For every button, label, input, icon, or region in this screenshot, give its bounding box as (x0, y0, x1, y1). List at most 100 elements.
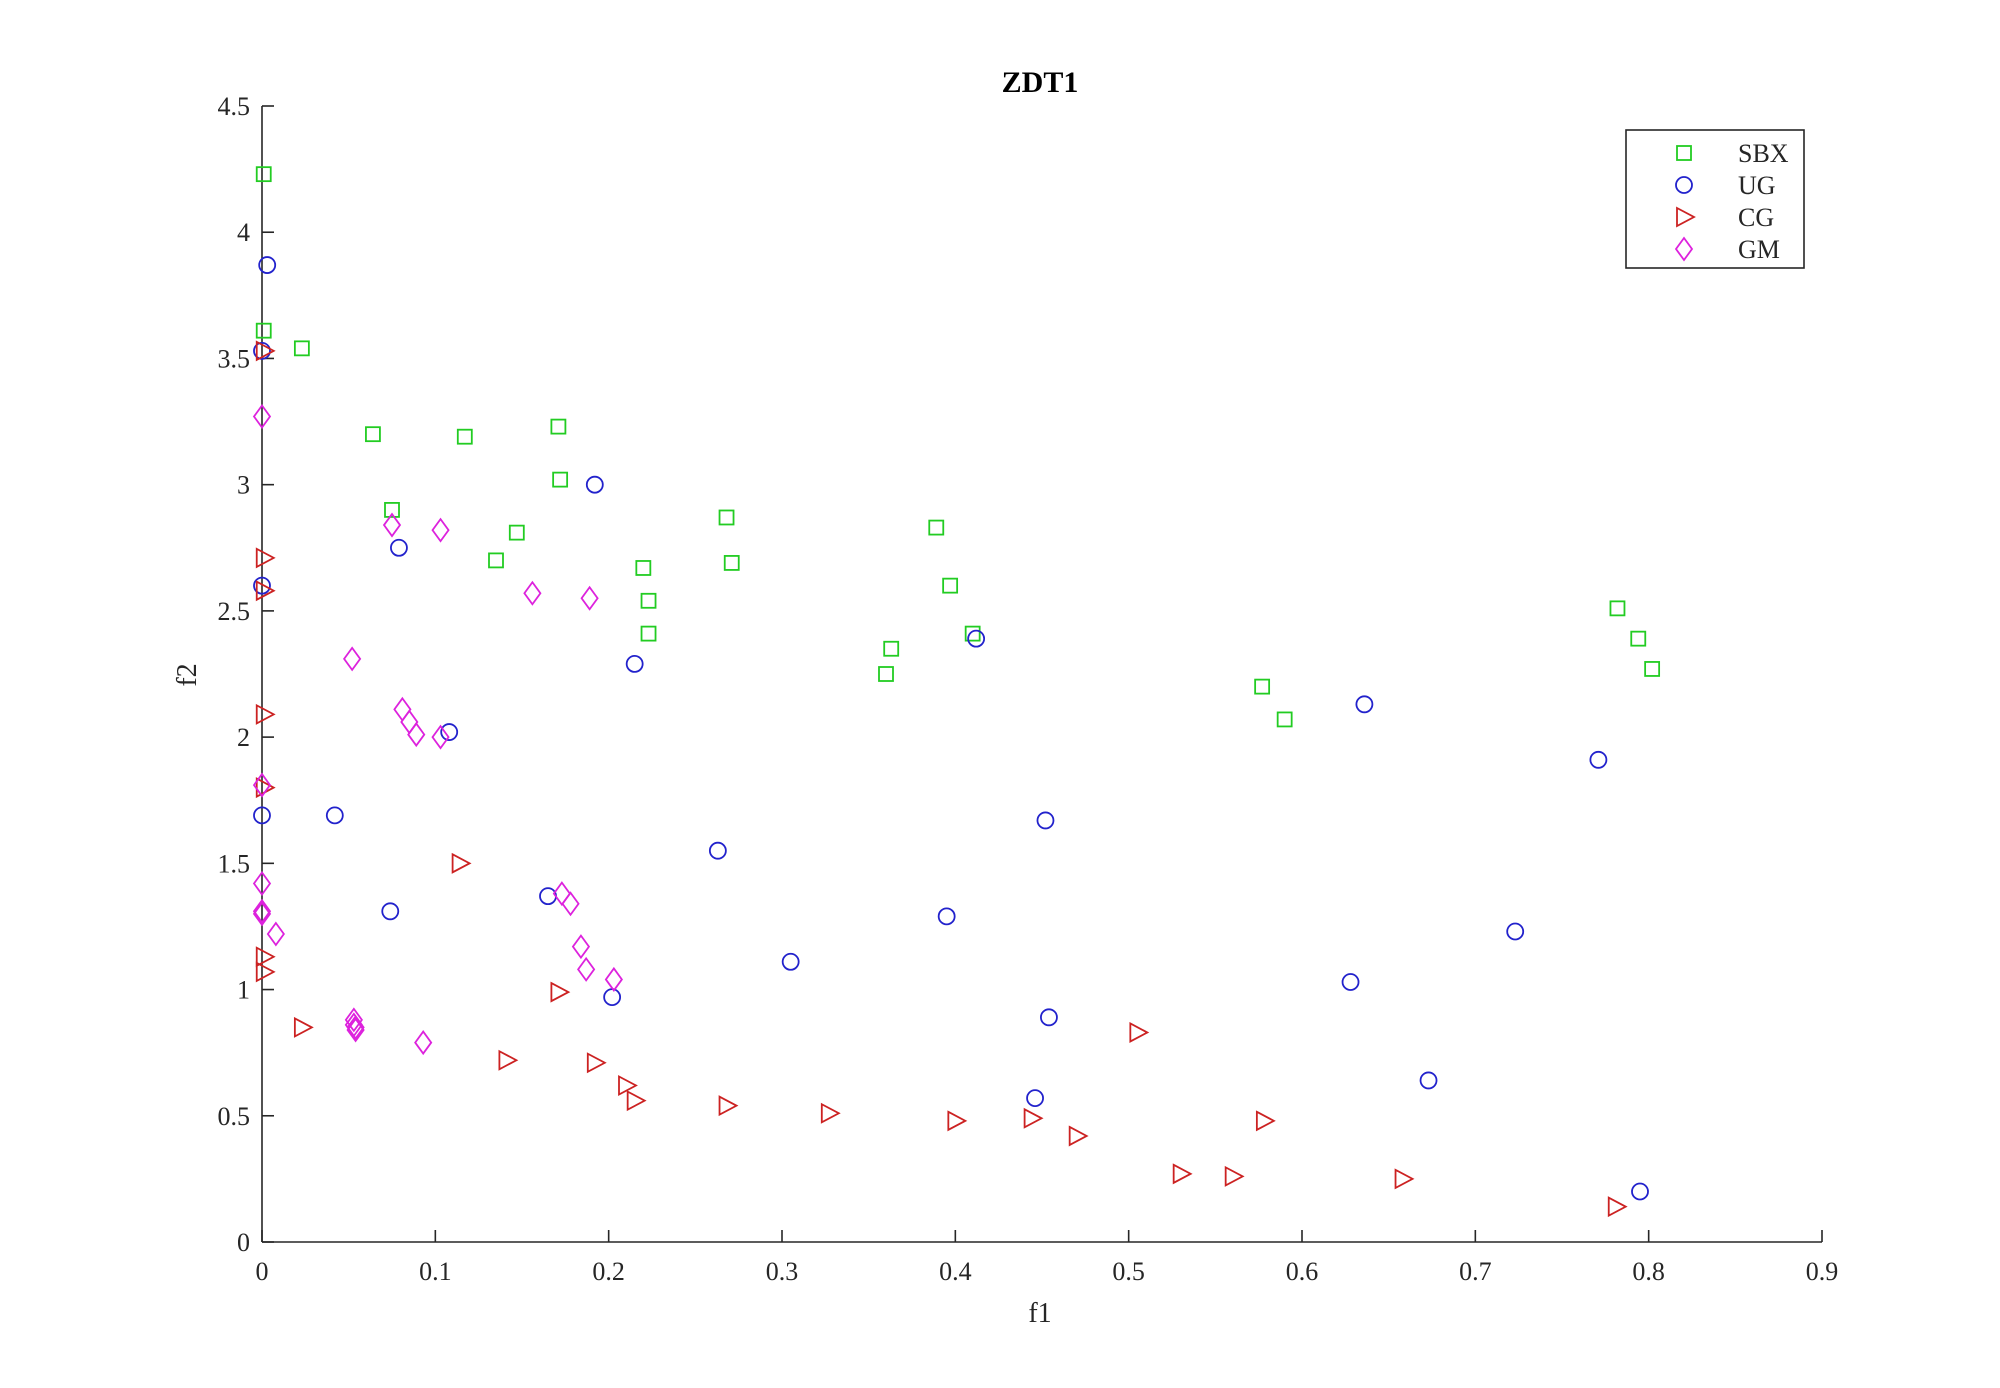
data-point-sbx (723, 555, 740, 571)
series-cg (255, 340, 1628, 1218)
data-point-cg (1129, 1021, 1150, 1043)
data-point-ug (1341, 973, 1360, 991)
data-point-sbx (640, 592, 657, 609)
data-point-ug (253, 806, 271, 825)
y-tick-label: 2 (237, 723, 250, 752)
x-tick-label: 0 (256, 1257, 269, 1286)
data-point-cg (718, 1095, 739, 1117)
data-point-gm (577, 956, 596, 982)
data-point-gm (431, 724, 450, 750)
data-point-ug (708, 841, 727, 860)
data-point-cg (820, 1102, 841, 1124)
y-tick-label: 1.5 (218, 849, 251, 878)
data-point-sbx (508, 524, 525, 541)
x-axis-label: f1 (1028, 1298, 1051, 1329)
data-point-cg (626, 1090, 647, 1112)
data-point-sbx (928, 519, 945, 536)
y-tick-label: 3 (237, 471, 250, 500)
data-point-cg (1224, 1165, 1245, 1187)
data-point-ug (603, 988, 622, 1007)
data-point-sbx (488, 552, 504, 569)
data-point-gm (431, 517, 450, 543)
data-point-gm (604, 966, 623, 992)
data-point-gm (393, 696, 412, 722)
x-tick-label: 0.3 (766, 1257, 799, 1286)
legend-marker-ug (1675, 176, 1693, 194)
y-tick-label: 0.5 (218, 1102, 251, 1131)
data-point-gm (266, 921, 285, 947)
data-point-gm (407, 722, 426, 748)
x-tick-label: 0.9 (1806, 1257, 1839, 1286)
data-point-ug (539, 887, 557, 906)
data-point-gm (382, 512, 402, 538)
data-point-sbx (552, 471, 569, 488)
axes: 0 0.1 0.2 0.3 0.4 0.5 0.6 0.7 0.8 0.9 0 0.5 1 1.5 2 2.5… (218, 92, 1839, 1286)
data-point-ug (967, 629, 986, 648)
x-tick-label: 0.7 (1459, 1257, 1492, 1286)
data-point-gm (252, 901, 272, 927)
data-point-ug (585, 475, 604, 494)
data-point-sbx (255, 322, 272, 339)
data-point-gm (346, 1014, 365, 1040)
data-point-gm (552, 881, 571, 907)
data-point-sbx (384, 502, 400, 518)
data-point-cg (255, 547, 276, 569)
data-point-gm (252, 403, 272, 430)
x-tick-label: 0.1 (419, 1257, 452, 1286)
data-point-cg (255, 580, 276, 602)
data-point-gm (414, 1030, 433, 1056)
data-point-ug (1589, 750, 1608, 769)
y-tick-label: 4 (237, 218, 250, 247)
data-point-cg (618, 1074, 638, 1096)
legend-marker-sbx (1676, 145, 1692, 161)
data-point-gm (343, 646, 362, 672)
data-point-ug (1026, 1089, 1044, 1108)
y-axis-label: f2 (172, 663, 203, 686)
series-ug (253, 256, 1649, 1201)
x-tick-label: 0.6 (1286, 1257, 1319, 1286)
data-point-ug (381, 902, 400, 921)
data-point-ug (1036, 811, 1055, 830)
data-point-cg (255, 946, 276, 968)
data-point-ug (325, 806, 344, 825)
y-tick-label: 0 (237, 1228, 250, 1257)
legend-marker-cg (1676, 206, 1696, 228)
data-point-sbx (964, 625, 981, 642)
data-point-ug (253, 576, 271, 595)
y-tick-label: 3.5 (218, 344, 251, 373)
data-point-cg (255, 961, 276, 983)
x-tick-label: 0.2 (592, 1257, 625, 1286)
data-point-sbx (1254, 678, 1271, 695)
data-point-cg (451, 852, 472, 874)
data-point-ug (253, 341, 271, 360)
legend-marker-gm (1674, 236, 1694, 262)
data-point-cg (550, 981, 571, 1003)
data-point-sbx (1644, 661, 1661, 677)
data-point-sbx (1630, 630, 1647, 647)
series-gm (252, 403, 623, 1056)
data-point-sbx (293, 340, 310, 357)
data-point-sbx (365, 426, 381, 443)
data-point-sbx (942, 577, 959, 594)
data-point-cg (293, 1016, 314, 1038)
data-point-ug (1506, 922, 1525, 941)
data-point-gm (252, 772, 272, 798)
series-sbx (255, 166, 1661, 728)
legend: SBX UG CG GM (1625, 129, 1805, 269)
data-point-gm (344, 1007, 363, 1033)
data-point-ug (625, 655, 644, 673)
y-tick-label: 4.5 (218, 92, 251, 121)
data-point-cg (586, 1052, 607, 1074)
data-point-gm (580, 585, 599, 611)
data-point-gm (252, 898, 272, 924)
data-point-sbx (456, 428, 473, 445)
data-point-cg (1172, 1163, 1193, 1185)
data-point-ug (390, 538, 408, 557)
data-point-ug (781, 952, 800, 971)
chart-title: ZDT1 (1002, 66, 1079, 99)
x-tick-label: 0.4 (939, 1257, 972, 1286)
data-point-sbx (883, 640, 900, 657)
data-point-gm (252, 870, 272, 897)
data-point-cg (255, 777, 276, 799)
